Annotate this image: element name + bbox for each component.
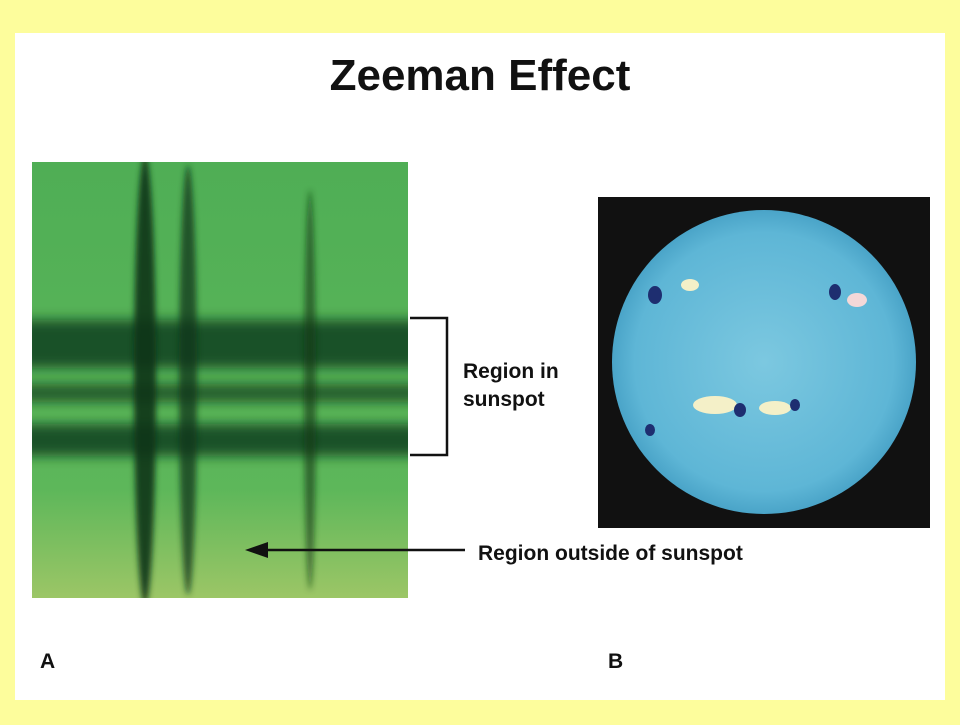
sunspot-bracket bbox=[410, 316, 449, 457]
spectrum-image bbox=[32, 162, 408, 598]
sunspot-label: Region in bbox=[463, 360, 559, 383]
title: Zeeman Effect bbox=[330, 51, 631, 100]
sunspot-label: sunspot bbox=[463, 388, 545, 411]
sun-disk bbox=[612, 210, 916, 514]
panel-label: B bbox=[608, 650, 623, 673]
outside-label: Region outside of sunspot bbox=[478, 542, 743, 565]
panel-label: A bbox=[40, 650, 55, 673]
sunspots bbox=[645, 279, 867, 436]
arrow-head bbox=[245, 542, 268, 558]
